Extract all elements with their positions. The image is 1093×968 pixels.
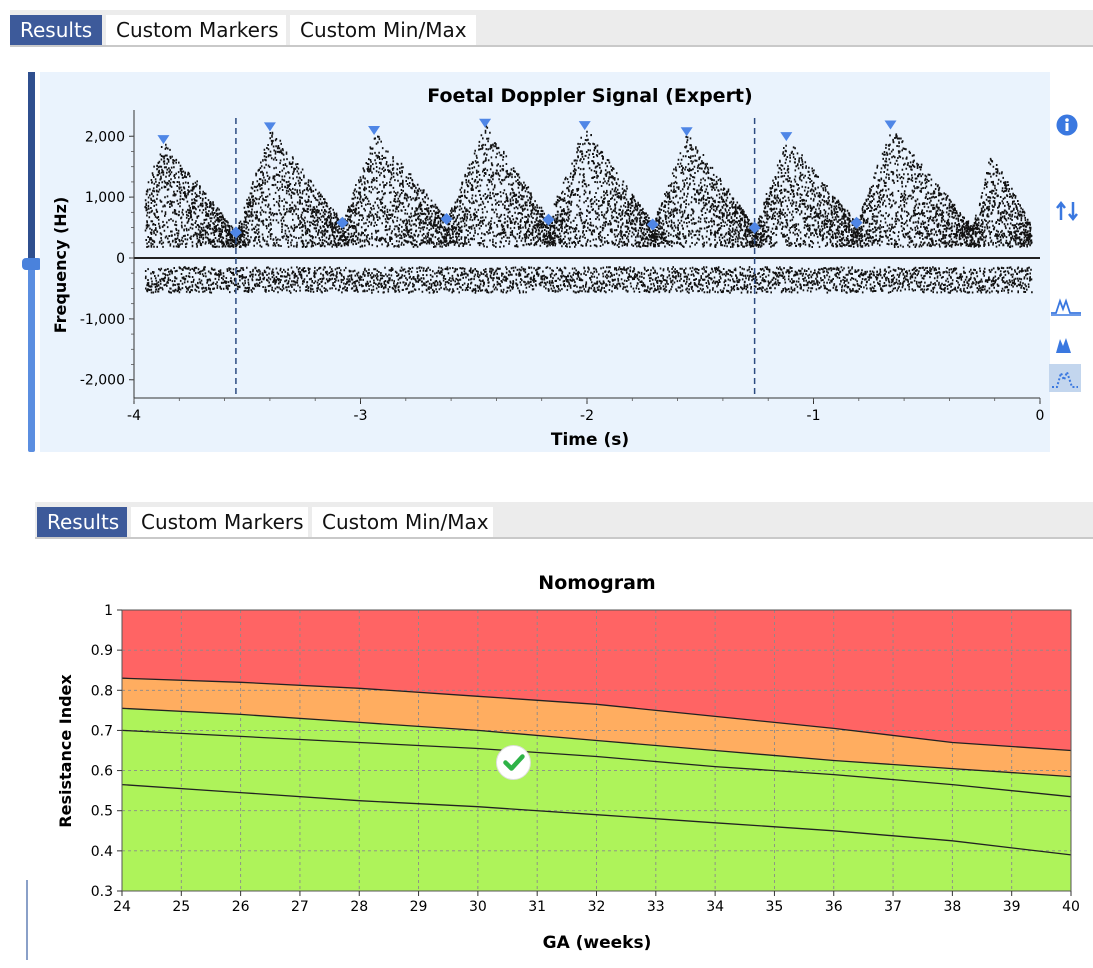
tab-custom-markers-bottom[interactable]: Custom Markers (131, 507, 308, 537)
tab-custom-min-max[interactable]: Custom Min/Max (290, 15, 476, 45)
nomogram-x-tick-label: 31 (528, 899, 546, 915)
doppler-y-tick-label: 1,000 (85, 190, 125, 206)
waveform-dots-icon[interactable] (1049, 364, 1081, 397)
doppler-signal (144, 125, 1033, 294)
nomogram-x-tick-label: 26 (232, 899, 250, 915)
nomogram-y-axis-label: Resistance Index (56, 674, 75, 828)
peak-marker[interactable] (157, 135, 170, 145)
nomogram-x-axis-label: GA (weeks) (543, 933, 652, 953)
measurement-check-icon[interactable] (495, 745, 531, 781)
nomogram-curve (121, 783, 1072, 856)
waveform-outline-icon[interactable] (1050, 295, 1082, 322)
nomogram-y-tick-label: 0.9 (91, 643, 113, 659)
nomogram-x-tick-label: 30 (469, 899, 487, 915)
peak-marker[interactable] (680, 127, 693, 137)
nomogram-curve (121, 729, 1072, 798)
trough-marker[interactable] (748, 221, 761, 234)
doppler-y-tick-label: -1,000 (80, 312, 125, 328)
tab-custom-min-max-bottom[interactable]: Custom Min/Max (312, 507, 493, 537)
nomogram-y-tick-label: 0.8 (91, 683, 113, 699)
trough-marker[interactable] (646, 218, 659, 231)
nomogram-x-tick-label: 34 (706, 899, 724, 915)
peak-marker[interactable] (884, 120, 897, 130)
nomogram-x-tick-label: 27 (291, 899, 309, 915)
nomogram-y-tick-label: 0.7 (91, 723, 113, 739)
nomogram-x-tick-label: 40 (1062, 899, 1080, 915)
nomogram-x-tick-label: 24 (113, 899, 131, 915)
peak-marker[interactable] (578, 121, 591, 131)
trough-marker[interactable] (336, 216, 349, 229)
doppler-chart: Foetal Doppler Signal (Expert) Frequency… (51, 85, 1045, 450)
swap-vertical-icon[interactable] (1055, 200, 1081, 227)
trough-marker[interactable] (229, 226, 242, 239)
doppler-x-tick-label: -3 (354, 408, 368, 424)
nomogram-x-tick-label: 32 (588, 899, 606, 915)
trough-marker[interactable] (440, 213, 453, 226)
doppler-y-tick-label: 2,000 (85, 129, 125, 145)
peak-marker[interactable] (263, 122, 276, 132)
nomogram-y-tick-label: 0.4 (91, 844, 113, 860)
nomogram-x-tick-label: 36 (825, 899, 843, 915)
doppler-chart-panel (40, 72, 1050, 452)
peak-marker[interactable] (368, 126, 381, 135)
nomogram-y-tick-label: 0.6 (91, 764, 113, 780)
nomogram-curve (121, 707, 1072, 778)
trough-marker[interactable] (850, 216, 863, 229)
nomogram-y-tick-label: 1 (104, 603, 113, 619)
peak-marker[interactable] (780, 132, 793, 142)
range-slider-handle[interactable] (22, 258, 42, 270)
doppler-y-tick-label: -2,000 (80, 373, 125, 389)
nomogram-x-tick-label: 28 (350, 899, 368, 915)
tab-results[interactable]: Results (10, 15, 102, 45)
panel-edge (26, 880, 28, 960)
doppler-x-axis-label: Time (s) (551, 430, 629, 450)
waveform-filled-icon[interactable] (1050, 333, 1082, 360)
tab-results-bottom[interactable]: Results (37, 507, 127, 537)
nomogram-x-tick-label: 25 (172, 899, 190, 915)
doppler-y-tick-label: 0 (116, 251, 125, 267)
nomogram-x-tick-label: 39 (1003, 899, 1021, 915)
peak-marker[interactable] (479, 118, 492, 128)
doppler-chart-title: Foetal Doppler Signal (Expert) (427, 85, 752, 107)
nomogram-y-tick-label: 0.3 (91, 884, 113, 900)
nomogram-x-tick-label: 29 (410, 899, 428, 915)
info-icon[interactable] (1056, 114, 1078, 141)
nomogram-x-tick-label: 37 (884, 899, 902, 915)
tab-custom-markers[interactable]: Custom Markers (106, 15, 286, 45)
nomogram-y-tick-label: 0.5 (91, 804, 113, 820)
nomogram-chart: Nomogram Resistance Index GA (weeks) 0.3… (56, 572, 1080, 953)
nomogram-x-tick-label: 38 (943, 899, 961, 915)
doppler-y-axis-label: Frequency (Hz) (51, 197, 70, 334)
doppler-x-tick-label: 0 (1036, 408, 1045, 424)
trough-marker[interactable] (542, 213, 555, 226)
nomogram-x-tick-label: 35 (766, 899, 784, 915)
nomogram-title: Nomogram (538, 572, 655, 594)
nomogram-x-tick-label: 33 (647, 899, 665, 915)
doppler-x-tick-label: -1 (807, 408, 821, 424)
nomogram-curve (121, 677, 1072, 752)
doppler-x-tick-label: -4 (127, 408, 141, 424)
doppler-x-tick-label: -2 (580, 408, 594, 424)
